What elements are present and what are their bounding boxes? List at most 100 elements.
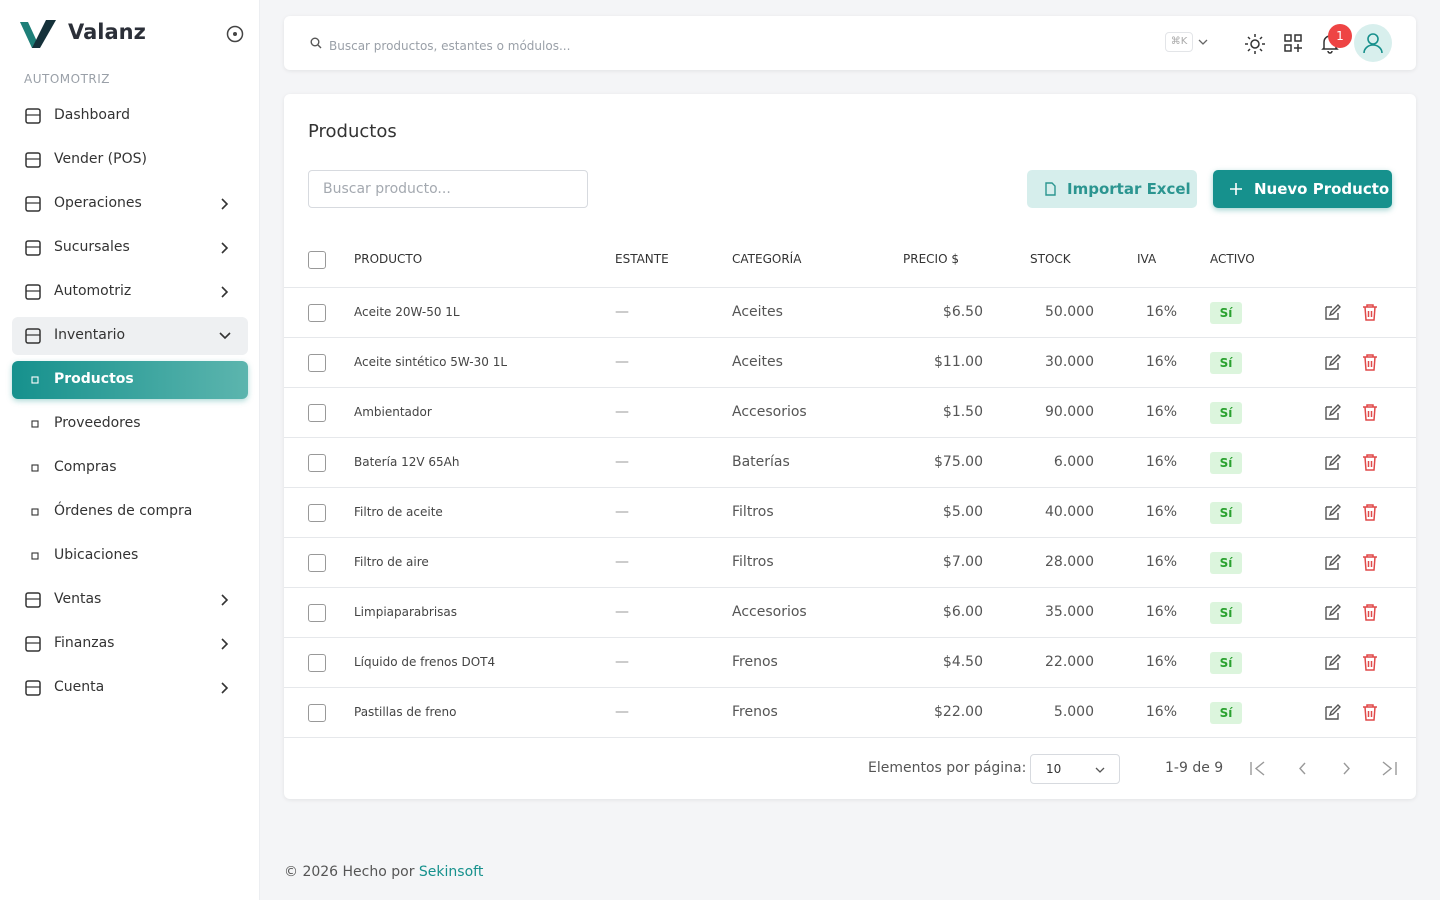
nav-icon (31, 552, 39, 560)
product-search[interactable]: Buscar producto... (308, 170, 588, 208)
cell: 35.000 (1045, 604, 1094, 620)
row-line (284, 587, 1416, 588)
nav-label: Sucursales (54, 239, 130, 255)
delete-button[interactable] (1361, 353, 1379, 373)
collapse-button[interactable] (226, 25, 244, 43)
cell: Líquido de frenos DOT4 (354, 655, 496, 669)
nav-item[interactable]: Operaciones (12, 185, 248, 223)
cell: Accesorios (732, 404, 807, 420)
nav-icon (25, 328, 41, 344)
nav-icon (25, 680, 41, 696)
shortcut-chevron[interactable] (1198, 38, 1208, 46)
delete-button[interactable] (1361, 553, 1379, 573)
new-label: Nuevo Producto (1254, 180, 1390, 198)
cell: $11.00 (934, 354, 983, 370)
column-header: ACTIVO (1210, 252, 1255, 266)
cell: 16% (1145, 704, 1177, 720)
row-checkbox[interactable] (308, 454, 326, 472)
nav-item[interactable]: Automotriz (12, 273, 248, 311)
nav-item[interactable]: Productos (12, 361, 248, 399)
cell: — (615, 304, 629, 320)
nav-item[interactable]: Dashboard (12, 97, 248, 135)
apps-button[interactable] (1284, 34, 1302, 52)
column-header: STOCK (1030, 252, 1071, 266)
nav-item[interactable]: Proveedores (12, 405, 248, 443)
row-line (284, 337, 1416, 338)
delete-button[interactable] (1361, 403, 1379, 423)
nav-item[interactable]: Ventas (12, 581, 248, 619)
cell: $7.00 (942, 554, 983, 570)
cell: Filtros (732, 554, 774, 570)
row-checkbox[interactable] (308, 604, 326, 622)
cell: Ambientador (354, 405, 432, 419)
nav-chevron (221, 594, 229, 606)
row-checkbox[interactable] (308, 554, 326, 572)
footer-link[interactable]: Sekinsoft (418, 864, 484, 880)
cell: — (615, 354, 629, 370)
row-checkbox[interactable] (308, 654, 326, 672)
cell: 16% (1145, 304, 1177, 320)
edit-button[interactable] (1323, 553, 1343, 573)
edit-button[interactable] (1323, 353, 1343, 373)
nav-chevron (221, 682, 229, 694)
active-badge: Sí (1210, 402, 1242, 424)
row-checkbox[interactable] (308, 304, 326, 322)
nav-item[interactable]: Sucursales (12, 229, 248, 267)
active-badge: Sí (1210, 352, 1242, 374)
nav-label: Vender (POS) (54, 151, 147, 167)
column-header: IVA (1137, 252, 1157, 266)
delete-button[interactable] (1361, 503, 1379, 523)
edit-button[interactable] (1323, 653, 1343, 673)
row-checkbox[interactable] (308, 404, 326, 422)
page-size-value: 10 (1046, 762, 1062, 776)
cell: 16% (1145, 504, 1177, 520)
edit-button[interactable] (1323, 403, 1343, 423)
edit-button[interactable] (1323, 303, 1343, 323)
delete-button[interactable] (1361, 653, 1379, 673)
cell: Filtro de aceite (354, 505, 443, 519)
import-button[interactable]: Importar Excel (1027, 170, 1197, 208)
row-line (284, 487, 1416, 488)
row-checkbox[interactable] (308, 354, 326, 372)
edit-button[interactable] (1323, 703, 1343, 723)
cell: Filtro de aire (354, 555, 429, 569)
row-line (284, 687, 1416, 688)
cell: 30.000 (1045, 354, 1094, 370)
nav-item[interactable]: Finanzas (12, 625, 248, 663)
edit-button[interactable] (1323, 603, 1343, 623)
edit-button[interactable] (1323, 503, 1343, 523)
nav-item[interactable]: Órdenes de compra (12, 493, 248, 531)
cell: 16% (1145, 404, 1177, 420)
nav-label: Compras (54, 459, 117, 475)
nav-icon (25, 284, 41, 300)
new-product-button[interactable]: Nuevo Producto (1213, 170, 1392, 208)
edit-button[interactable] (1323, 453, 1343, 473)
cell: $1.50 (942, 404, 983, 420)
global-search[interactable]: Buscar productos, estantes o módulos... (329, 39, 571, 53)
page-size-select[interactable]: 10 (1030, 754, 1120, 784)
avatar[interactable] (1354, 24, 1392, 62)
cell: $6.50 (942, 304, 983, 320)
nav-icon (31, 508, 39, 516)
nav-item[interactable]: Compras (12, 449, 248, 487)
nav-item[interactable]: Ubicaciones (12, 537, 248, 575)
delete-button[interactable] (1361, 453, 1379, 473)
pager-buttons[interactable] (1248, 760, 1408, 778)
row-checkbox[interactable] (308, 504, 326, 522)
select-all[interactable] (308, 251, 326, 269)
delete-button[interactable] (1361, 303, 1379, 323)
theme-toggle[interactable] (1244, 33, 1266, 55)
delete-button[interactable] (1361, 603, 1379, 623)
cell: — (615, 454, 629, 470)
nav-item[interactable]: Inventario (12, 317, 248, 355)
nav-item[interactable]: Vender (POS) (12, 141, 248, 179)
nav-icon (31, 376, 39, 384)
row-checkbox[interactable] (308, 704, 326, 722)
nav-chevron (221, 198, 229, 210)
cell: 90.000 (1045, 404, 1094, 420)
row-line (284, 737, 1416, 738)
delete-button[interactable] (1361, 703, 1379, 723)
nav-item[interactable]: Cuenta (12, 669, 248, 707)
cell: 40.000 (1045, 504, 1094, 520)
